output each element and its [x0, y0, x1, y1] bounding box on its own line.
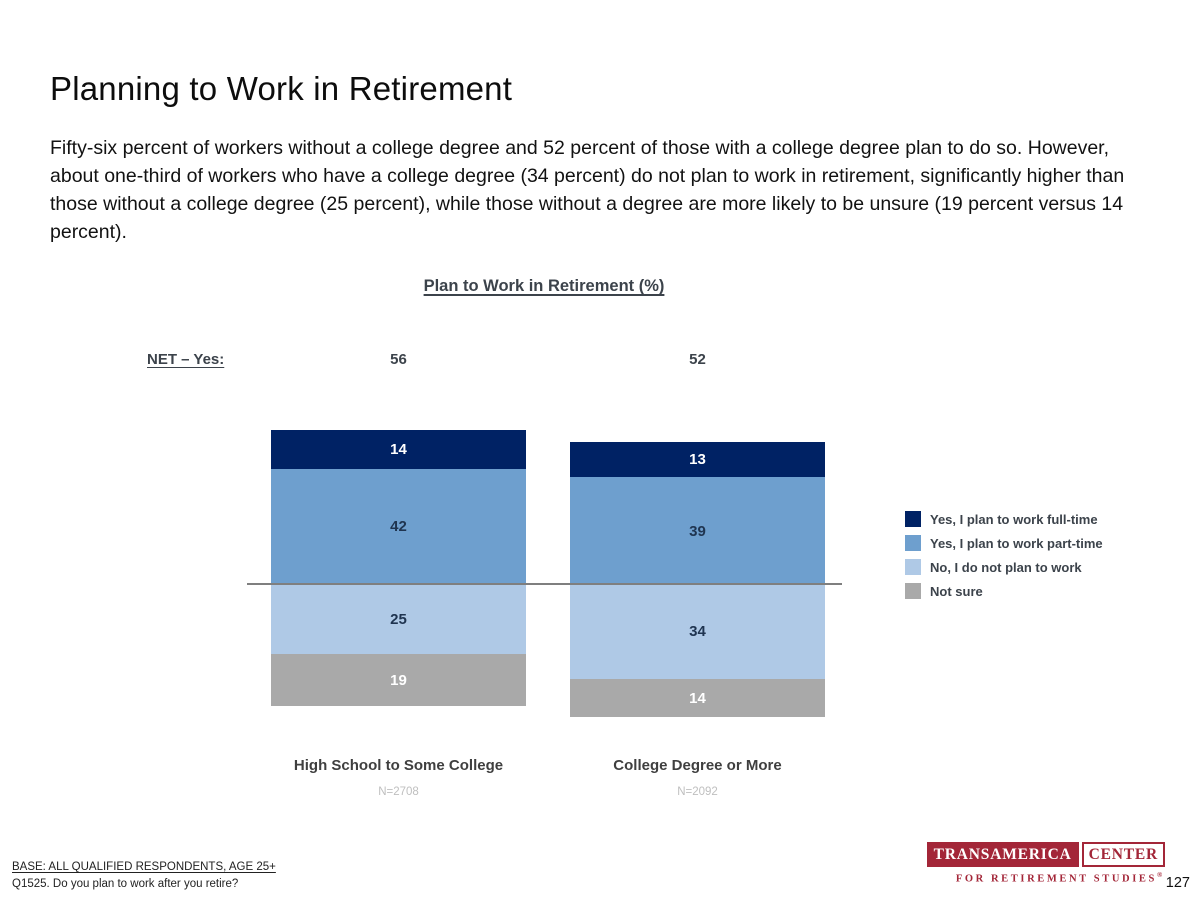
bar-segment: 39 — [570, 477, 825, 585]
logo-secondary: CENTER — [1081, 842, 1165, 867]
registered-mark: ® — [1156, 871, 1163, 879]
legend: Yes, I plan to work full-time Yes, I plan… — [905, 511, 1103, 599]
legend-swatch — [905, 535, 921, 551]
logo-lockup: TRANSAMERICA CENTER — [926, 842, 1165, 867]
page-number: 127 — [1165, 875, 1190, 891]
net-yes-label: NET – Yes: — [147, 351, 225, 368]
bar-segment: 13 — [570, 441, 825, 478]
stacked-bar: 14 42 25 19 — [271, 430, 526, 707]
legend-label: No, I do not plan to work — [930, 559, 1082, 575]
base-n-label: N=2708 — [378, 786, 419, 798]
base-note: BASE: ALL QUALIFIED RESPONDENTS, AGE 25+ — [12, 861, 276, 873]
logo-tagline-text: FOR RETIREMENT STUDIES — [955, 873, 1157, 885]
legend-label: Yes, I plan to work full-time — [930, 511, 1098, 527]
legend-swatch — [905, 559, 921, 575]
bar-segment: 34 — [570, 584, 825, 679]
zero-baseline — [247, 583, 842, 585]
footnote: BASE: ALL QUALIFIED RESPONDENTS, AGE 25+… — [12, 859, 276, 893]
bar-segment: 14 — [271, 430, 526, 469]
bar-segment: 42 — [271, 468, 526, 585]
legend-item: Not sure — [905, 583, 1103, 599]
question-note: Q1525. Do you plan to work after you ret… — [12, 878, 239, 890]
base-n-label: N=2092 — [677, 786, 718, 798]
logo-primary: TRANSAMERICA — [926, 842, 1079, 867]
page-title: Planning to Work in Retirement — [50, 70, 513, 108]
category-label: High School to Some College — [293, 757, 504, 774]
transamerica-logo: TRANSAMERICA CENTER FOR RETIREMENT STUDI… — [926, 842, 1165, 885]
net-yes-value: 52 — [689, 351, 706, 368]
legend-item: Yes, I plan to work full-time — [905, 511, 1103, 527]
stacked-bar: 13 39 34 14 — [570, 441, 825, 718]
bar-segment: 14 — [570, 678, 825, 718]
legend-item: No, I do not plan to work — [905, 559, 1103, 575]
legend-swatch — [905, 511, 921, 527]
summary-paragraph: Fifty-six percent of workers without a c… — [50, 136, 1125, 243]
bar-segment: 19 — [271, 653, 526, 707]
legend-label: Yes, I plan to work part-time — [930, 535, 1103, 551]
legend-swatch — [905, 583, 921, 599]
chart-title: Plan to Work in Retirement (%) — [423, 277, 665, 295]
legend-item: Yes, I plan to work part-time — [905, 535, 1103, 551]
category-label: College Degree or More — [613, 757, 782, 774]
bar-segment: 25 — [271, 584, 526, 654]
legend-label: Not sure — [930, 583, 983, 599]
net-yes-value: 56 — [390, 351, 407, 368]
logo-tagline: FOR RETIREMENT STUDIES® — [953, 871, 1165, 885]
